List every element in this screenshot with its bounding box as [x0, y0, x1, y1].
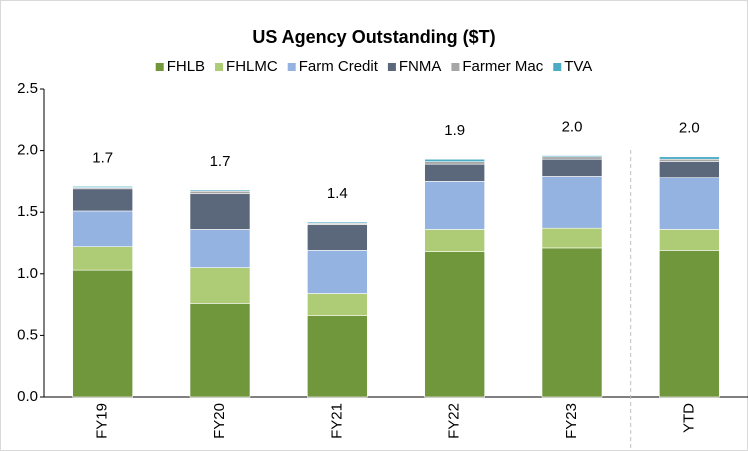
chart-title: US Agency Outstanding ($T): [252, 27, 495, 47]
bar-segment: [541, 155, 603, 158]
y-tick-label: 1.5: [17, 203, 38, 220]
total-label: 1.9: [444, 122, 465, 139]
bar-segment: [659, 177, 720, 230]
total-label: 1.7: [92, 149, 113, 166]
bar-segment: [424, 158, 485, 162]
bar-segment: [424, 251, 485, 398]
total-label: 2.0: [679, 120, 700, 137]
bar-segment: [72, 269, 133, 398]
bar-segment: [424, 229, 485, 252]
bar-segment: [541, 227, 603, 249]
total-label: 1.7: [210, 153, 231, 170]
legend-label: TVA: [564, 58, 592, 75]
bar-segment: [189, 189, 251, 192]
total-label: 1.4: [327, 185, 348, 202]
legend-label: FHLB: [167, 58, 205, 75]
bar-segment: [541, 158, 603, 177]
bar-segment: [189, 303, 251, 398]
bar-segment: [659, 158, 720, 162]
bar-segment: [307, 315, 368, 398]
x-tick-label: FY20: [211, 403, 228, 439]
legend-swatch: [215, 63, 224, 71]
x-tick-label: FY19: [94, 403, 111, 439]
legend-swatch: [287, 63, 296, 71]
bar-segment: [659, 161, 720, 179]
y-tick-label: 2.5: [17, 80, 38, 97]
bar-segment: [72, 246, 133, 271]
bar-segment: [72, 188, 133, 212]
x-tick-label: YTD: [680, 403, 697, 433]
x-tick-label: FY23: [563, 403, 580, 439]
bar-segment: [659, 156, 720, 160]
legend-label: FHLMC: [226, 58, 278, 75]
x-tick-label: FY22: [446, 403, 463, 439]
y-tick-label: 1.0: [17, 265, 38, 282]
total-label: 2.0: [562, 118, 583, 135]
legend-swatch: [451, 63, 460, 71]
bar-segment: [307, 224, 368, 251]
legend-swatch: [387, 63, 396, 71]
bar-segment: [541, 156, 603, 160]
legend-label: FNMA: [399, 58, 442, 75]
legend: FHLB FHLMC Farm Credit FNMA Farmer Mac TVA: [155, 58, 592, 75]
x-tick-label: FY21: [328, 403, 345, 439]
bar-segment: [307, 293, 368, 316]
bar-segment: [72, 210, 133, 247]
bar-segment: [307, 221, 368, 224]
bar-segment: [541, 247, 603, 398]
bar-segment: [424, 163, 485, 182]
bar-segment: [189, 190, 251, 195]
bar-segment: [72, 186, 133, 188]
bar-segment: [189, 267, 251, 304]
bar-segment: [189, 193, 251, 230]
bar-segment: [307, 250, 368, 294]
y-tick-label: 0.5: [17, 326, 38, 343]
legend-label: Farm Credit: [299, 58, 379, 75]
bar-segment: [424, 161, 485, 165]
bar-segment: [659, 250, 720, 398]
legend-label: Farmer Mac: [462, 58, 543, 75]
bar-segment: [541, 176, 603, 229]
y-tick-label: 0.0: [17, 388, 38, 405]
bar-segment: [424, 181, 485, 230]
y-tick-label: 2.0: [17, 142, 38, 159]
legend-swatch: [155, 63, 164, 71]
legend-swatch: [553, 63, 562, 71]
bar-segment: [659, 229, 720, 251]
bar-segment: [189, 229, 251, 268]
